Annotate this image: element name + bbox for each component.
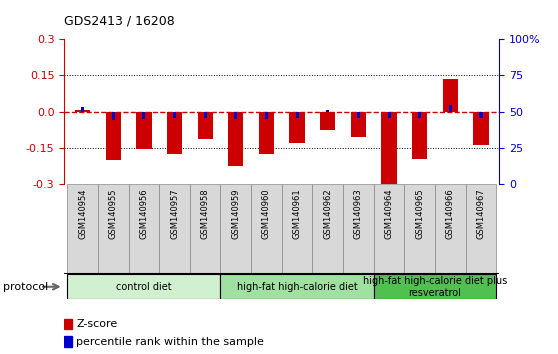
Text: protocol: protocol (3, 282, 48, 292)
Bar (228, 112, 243, 166)
Text: GSM140963: GSM140963 (354, 189, 363, 239)
Bar (251, 184, 282, 274)
Text: Z-score: Z-score (76, 319, 118, 329)
Bar (412, 112, 427, 159)
Text: GSM140959: GSM140959 (232, 189, 240, 239)
Bar (128, 184, 159, 274)
Bar (198, 112, 213, 139)
Bar (388, 112, 391, 118)
Bar (142, 112, 146, 119)
Bar (357, 112, 360, 118)
Text: GSM140961: GSM140961 (292, 189, 302, 239)
Text: GSM140967: GSM140967 (477, 189, 485, 239)
Bar (81, 107, 84, 112)
Text: GSM140966: GSM140966 (446, 189, 455, 239)
Text: high-fat high-calorie diet: high-fat high-calorie diet (237, 282, 358, 292)
Bar (442, 79, 458, 112)
Bar (64, 336, 72, 347)
Bar (290, 112, 305, 143)
Bar (234, 112, 237, 119)
Text: high-fat high-calorie diet plus
resveratrol: high-fat high-calorie diet plus resverat… (363, 276, 507, 298)
Bar (343, 184, 374, 274)
Bar (326, 110, 329, 112)
Text: GDS2413 / 16208: GDS2413 / 16208 (64, 14, 175, 27)
Text: GSM140955: GSM140955 (109, 189, 118, 239)
Bar (320, 112, 335, 130)
Bar (312, 184, 343, 274)
Text: GSM140960: GSM140960 (262, 189, 271, 239)
Bar (173, 112, 176, 118)
Bar (351, 112, 366, 137)
Text: GSM140957: GSM140957 (170, 189, 179, 239)
Bar (64, 319, 72, 329)
Bar (136, 112, 152, 149)
Bar (418, 112, 421, 118)
Bar (220, 184, 251, 274)
Bar (479, 112, 483, 118)
Bar (449, 105, 452, 112)
Bar (167, 112, 182, 154)
Bar (374, 274, 497, 299)
Bar (259, 112, 274, 154)
Bar (296, 112, 299, 118)
Bar (190, 184, 220, 274)
Bar (405, 184, 435, 274)
Bar (435, 184, 466, 274)
Bar (67, 184, 98, 274)
Bar (282, 184, 312, 274)
Bar (382, 112, 397, 184)
Bar (75, 110, 90, 112)
Text: control diet: control diet (116, 282, 172, 292)
Bar (204, 112, 206, 118)
Bar (265, 112, 268, 119)
Text: GSM140956: GSM140956 (140, 189, 148, 239)
Text: GSM140958: GSM140958 (201, 189, 210, 239)
Bar (374, 184, 405, 274)
Text: GSM140962: GSM140962 (323, 189, 332, 239)
Text: GSM140964: GSM140964 (384, 189, 393, 239)
Bar (159, 184, 190, 274)
Bar (98, 184, 128, 274)
Bar (67, 274, 220, 299)
Bar (112, 112, 115, 120)
Bar (466, 184, 497, 274)
Text: GSM140965: GSM140965 (415, 189, 424, 239)
Bar (473, 112, 489, 145)
Text: GSM140954: GSM140954 (78, 189, 87, 239)
Bar (220, 274, 374, 299)
Bar (105, 112, 121, 160)
Text: percentile rank within the sample: percentile rank within the sample (76, 337, 264, 347)
